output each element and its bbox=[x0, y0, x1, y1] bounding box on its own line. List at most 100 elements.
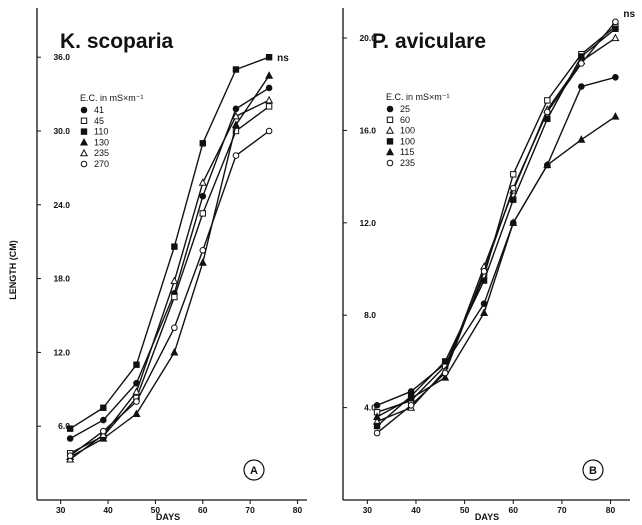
legend-label-a-4: 235 bbox=[94, 148, 109, 158]
x-tick-label-b-0: 30 bbox=[363, 505, 373, 515]
data-point-a-1-4 bbox=[199, 210, 206, 217]
x-tick-label-a-2: 50 bbox=[151, 505, 161, 515]
data-point-b-5-4 bbox=[509, 184, 517, 192]
data-point-b-3-3 bbox=[480, 277, 488, 284]
data-point-a-5-4 bbox=[199, 247, 207, 254]
series-line-b-3 bbox=[376, 28, 616, 427]
data-point-a-5-0 bbox=[66, 452, 74, 460]
y-tick-label-a-2: 18.0 bbox=[53, 274, 70, 284]
data-point-b-5-0 bbox=[373, 429, 381, 437]
data-point-a-5-6 bbox=[265, 127, 273, 135]
panel-letter-b: B bbox=[589, 465, 597, 477]
legend-label-a-0: 41 bbox=[94, 105, 104, 115]
legend-marker-b-3 bbox=[386, 138, 394, 145]
legend-title-a: E.C. in mS×m⁻¹ bbox=[80, 93, 144, 103]
data-point-a-3-5 bbox=[231, 120, 240, 128]
data-point-b-5-2 bbox=[441, 369, 449, 377]
data-point-b-1-4 bbox=[510, 171, 517, 178]
panel-b: P. aviculare DAYS E.C. in mS×m⁻¹ 30 40 50 6… bbox=[342, 8, 636, 522]
data-point-b-3-4 bbox=[510, 196, 517, 203]
data-point-a-3-1 bbox=[99, 434, 108, 442]
data-point-b-3-0 bbox=[373, 422, 381, 430]
legend-label-b-3: 100 bbox=[400, 136, 415, 146]
data-point-a-5-2 bbox=[133, 398, 140, 405]
panel-letter-circle-b bbox=[582, 459, 604, 481]
x-tick-label-a-3: 60 bbox=[198, 505, 208, 515]
legend-marker-a-1 bbox=[80, 117, 88, 124]
data-point-a-4-5 bbox=[231, 111, 240, 120]
data-point-b-0-7 bbox=[612, 73, 619, 81]
data-point-b-5-6 bbox=[578, 60, 585, 67]
data-point-a-0-4 bbox=[199, 192, 207, 200]
legend-marker-b-4 bbox=[385, 147, 395, 156]
data-point-a-2-4 bbox=[199, 140, 206, 147]
y-tick-label-a-4: 30.0 bbox=[53, 126, 70, 136]
legend-marker-a-2 bbox=[80, 128, 88, 135]
data-point-b-3-7 bbox=[612, 25, 619, 32]
data-point-b-0-6 bbox=[578, 83, 585, 90]
y-tick-label-b-3: 16.0 bbox=[359, 125, 376, 135]
legend-label-a-2: 110 bbox=[94, 127, 108, 137]
legend-marker-b-0 bbox=[386, 105, 394, 113]
y-axis-label-a: LENGTH (CM) bbox=[8, 240, 18, 300]
y-tick-label-b-4: 20.0 bbox=[359, 33, 376, 43]
x-tick-label-a-0: 30 bbox=[56, 505, 66, 515]
x-axis-label-b: DAYS bbox=[475, 512, 499, 522]
data-point-b-0-0 bbox=[373, 401, 381, 409]
y-tick-label-b-0: 4.0 bbox=[364, 403, 376, 413]
legend-label-a-1: 45 bbox=[94, 116, 104, 126]
legend-marker-a-0 bbox=[80, 106, 88, 114]
data-point-a-5-5 bbox=[232, 152, 240, 159]
data-point-a-5-3 bbox=[171, 324, 178, 332]
legend-marker-b-5 bbox=[386, 159, 394, 167]
series-line-b-5 bbox=[376, 21, 616, 434]
data-point-a-2-1 bbox=[100, 404, 107, 411]
data-point-a-1-3 bbox=[171, 293, 178, 301]
data-point-b-4-6 bbox=[577, 135, 586, 143]
data-point-a-3-4 bbox=[198, 258, 207, 266]
x-tick-label-b-1: 40 bbox=[411, 505, 421, 515]
data-point-b-2-7 bbox=[611, 33, 620, 42]
data-point-a-2-3 bbox=[171, 243, 178, 250]
ns-annotation-a: ns bbox=[277, 53, 289, 64]
data-point-a-1-6 bbox=[265, 103, 273, 110]
data-point-a-2-6 bbox=[265, 54, 273, 61]
data-point-a-0-6 bbox=[265, 84, 273, 92]
panel-letter-a: A bbox=[250, 465, 258, 477]
data-point-a-4-3 bbox=[170, 276, 179, 285]
data-point-b-3-2 bbox=[441, 358, 449, 365]
data-point-a-2-0 bbox=[66, 425, 74, 432]
legend-label-b-0: 25 bbox=[400, 104, 410, 114]
legend-label-a-5: 270 bbox=[94, 159, 109, 169]
data-point-a-3-2 bbox=[132, 409, 141, 417]
data-point-b-4-0 bbox=[373, 412, 382, 420]
data-point-a-4-4 bbox=[198, 178, 207, 186]
x-tick-label-b-3: 60 bbox=[509, 505, 519, 515]
legend-label-b-1: 60 bbox=[400, 115, 410, 125]
legend-marker-a-4 bbox=[79, 148, 89, 157]
ns-annotation-b: ns bbox=[623, 9, 635, 20]
data-point-b-4-4 bbox=[509, 218, 518, 226]
legend-label-b-2: 100 bbox=[400, 126, 415, 136]
chart-title-a: K. scoparia bbox=[60, 30, 174, 53]
data-point-b-5-1 bbox=[407, 401, 415, 409]
y-tick-label-a-1: 12.0 bbox=[53, 347, 70, 357]
data-point-b-4-1 bbox=[407, 393, 416, 402]
legend-label-b-5: 235 bbox=[400, 158, 415, 168]
data-point-b-4-2 bbox=[441, 373, 450, 381]
data-point-a-2-5 bbox=[232, 66, 240, 73]
data-point-a-5-1 bbox=[100, 427, 107, 435]
legend-title-b: E.C. in mS×m⁻¹ bbox=[386, 92, 450, 102]
data-point-b-5-3 bbox=[480, 268, 488, 275]
data-point-a-0-5 bbox=[232, 105, 240, 113]
data-point-b-4-5 bbox=[543, 160, 552, 169]
data-point-a-2-2 bbox=[133, 361, 140, 368]
x-tick-label-b-2: 50 bbox=[460, 505, 470, 515]
x-axis-label-a: DAYS bbox=[156, 512, 180, 522]
y-tick-label-a-5: 36.0 bbox=[53, 52, 70, 62]
data-point-b-1-5 bbox=[544, 97, 551, 104]
legend-marker-b-1 bbox=[386, 116, 394, 123]
panel-letter-circle-a bbox=[243, 459, 265, 481]
data-point-a-4-6 bbox=[265, 95, 274, 104]
